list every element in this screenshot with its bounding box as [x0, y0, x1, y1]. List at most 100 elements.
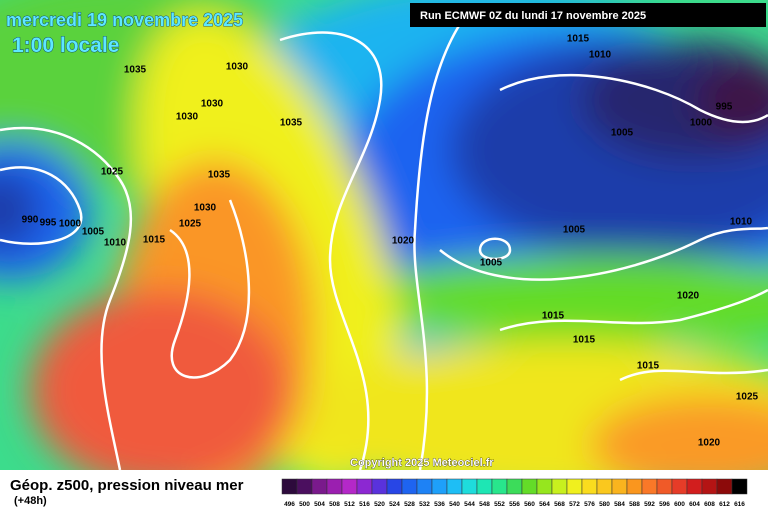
isobar-label: 1015 [143, 235, 166, 246]
isobar-label: 1020 [698, 438, 721, 449]
isobar-label: 1035 [208, 170, 231, 181]
lead-time: (+48h) [14, 495, 47, 507]
colorbar-cell [311, 478, 328, 495]
isobar-label: 1030 [194, 203, 217, 214]
colorbar-label: 564 [539, 501, 550, 508]
colorbar-label: 552 [494, 501, 505, 508]
colorbar-label: 516 [359, 501, 370, 508]
colorbar-cell [596, 478, 613, 495]
isobar-label: 1025 [101, 167, 124, 178]
colorbar-cell [401, 478, 418, 495]
colorbar-cell [716, 478, 733, 495]
colorbar-label: 528 [404, 501, 415, 508]
isobars [0, 9, 768, 471]
isobar-label: 1010 [730, 217, 753, 228]
isobar-label: 1020 [677, 291, 700, 302]
isobar-label: 995 [716, 102, 733, 113]
colorbar-cell [296, 478, 313, 495]
isobar-label: 1015 [567, 34, 590, 45]
colorbar-label: 616 [734, 501, 745, 508]
footer-title: Géop. z500, pression niveau mer [10, 477, 244, 494]
colorbar-cell [701, 478, 718, 495]
colorbar-label: 548 [479, 501, 490, 508]
isobar-label: 995 [40, 218, 57, 229]
colorbar-cell [521, 478, 538, 495]
date: mercredi 19 novembre 2025 [6, 10, 243, 30]
colorbar-label: 588 [629, 501, 640, 508]
colorbar-label: 520 [374, 501, 385, 508]
colorbar-cell [446, 478, 463, 495]
isobar-label: 1020 [392, 236, 415, 247]
colorbar: 496 500 504 508 512 516 520 524 528 532 536 540 544 5… [281, 478, 748, 508]
colorbar-label: 540 [449, 501, 460, 508]
run-box [410, 3, 766, 27]
isobar-label: 1005 [563, 225, 586, 236]
colorbar-label: 604 [689, 501, 700, 508]
colorbar-label: 532 [419, 501, 430, 508]
isobar-label: 1035 [280, 118, 303, 129]
colorbar-label: 576 [584, 501, 595, 508]
colorbar-label: 536 [434, 501, 445, 508]
colorbar-cell [281, 478, 298, 495]
colorbar-label: 512 [344, 501, 355, 508]
colorbar-cell [641, 478, 658, 495]
isobar-label: 990 [22, 215, 39, 226]
colorbar-label: 572 [569, 501, 580, 508]
isobar-label: 1015 [637, 361, 660, 372]
local-time: 1:00 locale [12, 34, 119, 57]
colorbar-label: 508 [329, 501, 340, 508]
colorbar-cell [416, 478, 433, 495]
colorbar-cell [491, 478, 508, 495]
colorbar-label: 596 [659, 501, 670, 508]
colorbar-cell [356, 478, 373, 495]
isobar-label: 1010 [589, 50, 612, 61]
isobar-label: 1035 [124, 65, 147, 76]
colorbar-label: 580 [599, 501, 610, 508]
colorbar-cell [686, 478, 703, 495]
isobar-label: 1005 [611, 128, 634, 139]
colorbar-cell [506, 478, 523, 495]
colorbar-cell [731, 478, 748, 495]
colorbar-label: 608 [704, 501, 715, 508]
copyright: Copyright 2025 Meteociel.fr [350, 457, 494, 469]
colorbar-label: 556 [509, 501, 520, 508]
isobar-label: 1005 [480, 258, 503, 269]
colorbar-cell [581, 478, 598, 495]
isobar-label: 1030 [201, 99, 224, 110]
isobar-label: 1015 [542, 311, 565, 322]
colorbar-label: 612 [719, 501, 730, 508]
colorbar-cell [656, 478, 673, 495]
colorbar-label: 560 [524, 501, 535, 508]
colorbar-cell [671, 478, 688, 495]
colorbar-label: 568 [554, 501, 565, 508]
colorbar-cell [371, 478, 388, 495]
colorbar-cell [611, 478, 628, 495]
colorbar-label: 524 [389, 501, 400, 508]
colorbar-label: 592 [644, 501, 655, 508]
colorbar-label: 584 [614, 501, 625, 508]
colorbar-cell [341, 478, 358, 495]
isobar-label: 1005 [82, 227, 105, 238]
colorbar-cell [626, 478, 643, 495]
isobar-label: 1010 [104, 238, 127, 249]
colorbar-cell [326, 478, 343, 495]
colorbar-cell [551, 478, 568, 495]
colorbar-label: 496 [284, 501, 295, 508]
isobar-label: 1000 [59, 219, 82, 230]
isobar-label: 1015 [573, 335, 596, 346]
colorbar-label: 504 [314, 501, 325, 508]
colorbar-cell [536, 478, 553, 495]
isobar-label: 1000 [690, 118, 713, 129]
colorbar-cell [476, 478, 493, 495]
colorbar-label: 600 [674, 501, 685, 508]
run-info: Run ECMWF 0Z du lundi 17 novembre 2025 [420, 10, 646, 22]
isobar-label: 1030 [226, 62, 249, 73]
colorbar-cell [566, 478, 583, 495]
isobar-label: 1030 [176, 112, 199, 123]
isobar-label: 1025 [179, 219, 202, 230]
colorbar-cell [386, 478, 403, 495]
colorbar-label: 500 [299, 501, 310, 508]
